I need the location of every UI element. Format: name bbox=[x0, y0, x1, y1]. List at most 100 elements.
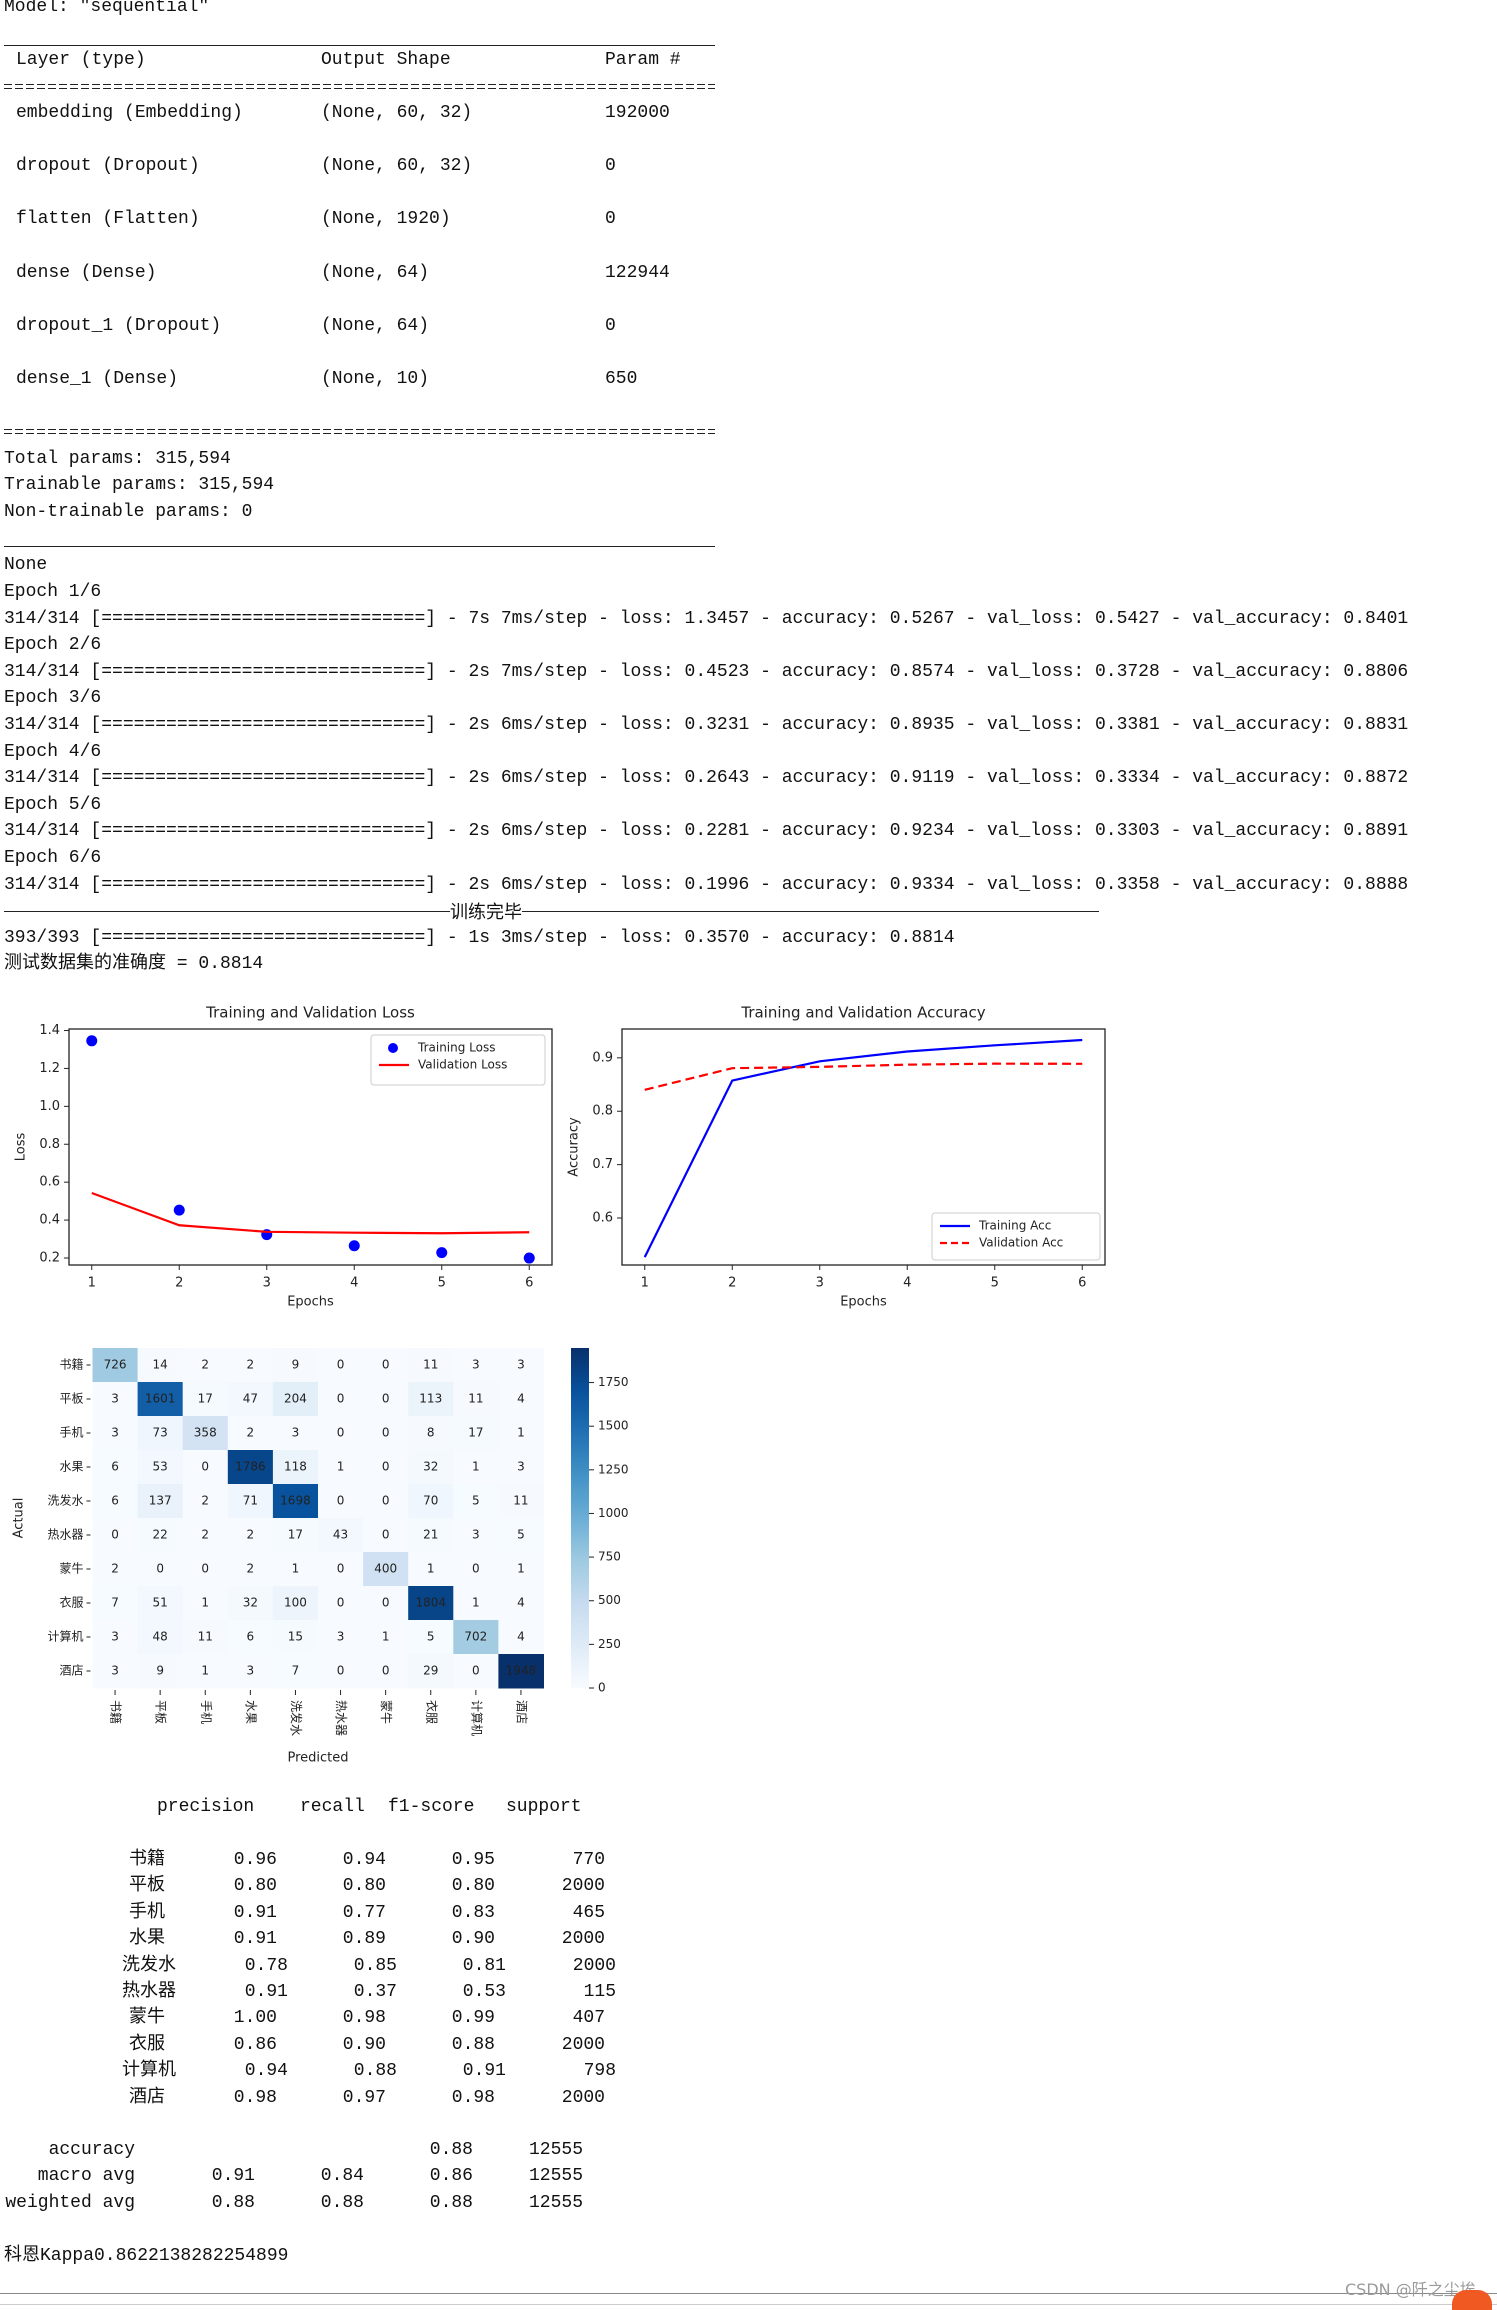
heatmap-cell-value: 702 bbox=[464, 1630, 487, 1644]
row-label: 洗发水 bbox=[47, 1493, 83, 1508]
report-recall: 0.98 bbox=[342, 2008, 386, 2029]
layer-name: embedding (Embedding) bbox=[16, 103, 243, 123]
report-row-label: 平板 bbox=[129, 1876, 165, 1897]
report-support: 465 bbox=[572, 1902, 605, 1923]
report-header-precision: precision bbox=[157, 1797, 255, 1817]
heatmap-cell bbox=[272, 1484, 319, 1519]
heatmap-cell bbox=[363, 1416, 409, 1451]
training-loss-point bbox=[173, 1204, 185, 1216]
epoch-label: Epoch 6/6 bbox=[4, 848, 102, 868]
column-label: 平板 bbox=[154, 1700, 168, 1724]
heatmap-cell bbox=[227, 1654, 274, 1689]
y-tick-label: 0.6 bbox=[592, 1211, 613, 1226]
y-tick-label: 0.9 bbox=[592, 1050, 613, 1065]
heatmap-cell-value: 4 bbox=[517, 1596, 525, 1610]
training-done-separator: 训练完毕 bbox=[4, 898, 1099, 925]
layer-param-count: 650 bbox=[605, 369, 638, 389]
training-done-label: 训练完毕 bbox=[450, 904, 522, 925]
heatmap-cell-value: 3 bbox=[292, 1426, 300, 1440]
heatmap-cell bbox=[408, 1484, 454, 1519]
heatmap-cell-value: 2 bbox=[201, 1528, 209, 1542]
series-line-0 bbox=[643, 1038, 1083, 1258]
heatmap-cell-value: 7 bbox=[292, 1664, 300, 1678]
heatmap-cell-value: 17 bbox=[468, 1426, 483, 1440]
heatmap-cell bbox=[92, 1552, 139, 1587]
heatmap-cell-value: 51 bbox=[153, 1596, 168, 1610]
none-output: None bbox=[4, 555, 48, 575]
y-axis-label: Accuracy bbox=[567, 1117, 582, 1177]
row-label: 平板 bbox=[59, 1392, 83, 1406]
colorbar-tick-label: 1000 bbox=[598, 1506, 629, 1520]
report-recall: 0.94 bbox=[342, 1850, 386, 1870]
heatmap-cell bbox=[227, 1518, 274, 1553]
x-tick-label: 4 bbox=[350, 1276, 358, 1291]
report-precision: 0.80 bbox=[233, 1876, 277, 1897]
row-label: 热水器 bbox=[47, 1528, 83, 1542]
colorbar-tick-label: 1750 bbox=[598, 1375, 629, 1389]
model-name-line: Model: "sequential" bbox=[4, 0, 210, 17]
heatmap-cell bbox=[498, 1620, 544, 1655]
summary-double-rule-bottom bbox=[4, 429, 715, 435]
heatmap-cell bbox=[137, 1450, 184, 1485]
heatmap-cell-value: 6 bbox=[111, 1494, 119, 1508]
report-f1: 0.90 bbox=[451, 1929, 495, 1950]
x-tick-label: 2 bbox=[728, 1276, 736, 1291]
heatmap-cell bbox=[137, 1654, 184, 1689]
heatmap-cell-value: 11 bbox=[423, 1358, 438, 1372]
report-row-label: 蒙牛 bbox=[129, 2008, 165, 2029]
heatmap-cell bbox=[363, 1586, 409, 1621]
heatmap-cell bbox=[272, 1586, 319, 1621]
column-label: 蒙牛 bbox=[379, 1700, 394, 1724]
heatmap-cell bbox=[92, 1416, 139, 1451]
heatmap-cell bbox=[92, 1586, 139, 1621]
report-row-label: 书籍 bbox=[129, 1850, 165, 1870]
heatmap-cell-value: 118 bbox=[284, 1460, 307, 1474]
heatmap-cell-value: 1786 bbox=[235, 1460, 266, 1474]
heatmap-cell bbox=[272, 1382, 319, 1417]
y-tick-label: 0.4 bbox=[39, 1213, 60, 1228]
heatmap-cell-value: 2 bbox=[201, 1358, 209, 1372]
heatmap-cell bbox=[227, 1552, 274, 1587]
x-axis-label: Predicted bbox=[287, 1751, 348, 1766]
heatmap-cell bbox=[137, 1416, 184, 1451]
heatmap-cell bbox=[272, 1416, 319, 1451]
heatmap-cell bbox=[408, 1586, 454, 1621]
heatmap-cell-value: 11 bbox=[198, 1630, 213, 1644]
y-tick-label: 1.0 bbox=[39, 1099, 60, 1114]
report-f1: 0.83 bbox=[451, 1902, 495, 1923]
layer-name: dense_1 (Dense) bbox=[16, 369, 179, 389]
total-params: Total params: 315,594 bbox=[4, 449, 231, 469]
heatmap-cell-value: 0 bbox=[337, 1358, 345, 1372]
heatmap-cell-value: 3 bbox=[517, 1358, 525, 1372]
heatmap-cell bbox=[498, 1382, 544, 1417]
heatmap-cell-value: 3 bbox=[111, 1630, 119, 1644]
heatmap-cell bbox=[182, 1348, 229, 1383]
heatmap-cell bbox=[92, 1484, 139, 1519]
report-summary-precision: 0.91 bbox=[211, 2166, 255, 2187]
heatmap-cell bbox=[92, 1348, 139, 1383]
heatmap-cell bbox=[137, 1382, 184, 1417]
heatmap-cell bbox=[92, 1382, 139, 1417]
heatmap-cell bbox=[363, 1484, 409, 1519]
report-row-label: 热水器 bbox=[122, 1982, 176, 2002]
heatmap-cell bbox=[182, 1654, 229, 1689]
column-label: 衣服 bbox=[424, 1700, 439, 1724]
heatmap-cell-value: 1 bbox=[337, 1460, 345, 1474]
row-label: 书籍 bbox=[59, 1357, 83, 1372]
separator-line-left bbox=[4, 910, 450, 912]
heatmap-cell-value: 3 bbox=[111, 1392, 119, 1406]
y-tick-label: 0.8 bbox=[592, 1104, 613, 1119]
heatmap-cell bbox=[92, 1654, 139, 1689]
eval-log: 393/393 [==============================]… bbox=[4, 928, 955, 948]
y-axis-label: Loss bbox=[14, 1133, 29, 1162]
report-summary-label: macro avg bbox=[37, 2166, 135, 2187]
heatmap-cell-value: 1 bbox=[382, 1630, 390, 1644]
heatmap-cell bbox=[498, 1552, 544, 1587]
y-tick-label: 0.6 bbox=[39, 1175, 60, 1190]
report-header-support: support bbox=[506, 1797, 582, 1817]
colorbar-tick-label: 0 bbox=[598, 1681, 606, 1695]
heatmap-cell-value: 1 bbox=[292, 1562, 300, 1576]
heatmap-cell bbox=[137, 1620, 184, 1655]
heatmap-cell-value: 11 bbox=[468, 1392, 483, 1406]
heatmap-cell-value: 17 bbox=[288, 1528, 303, 1542]
